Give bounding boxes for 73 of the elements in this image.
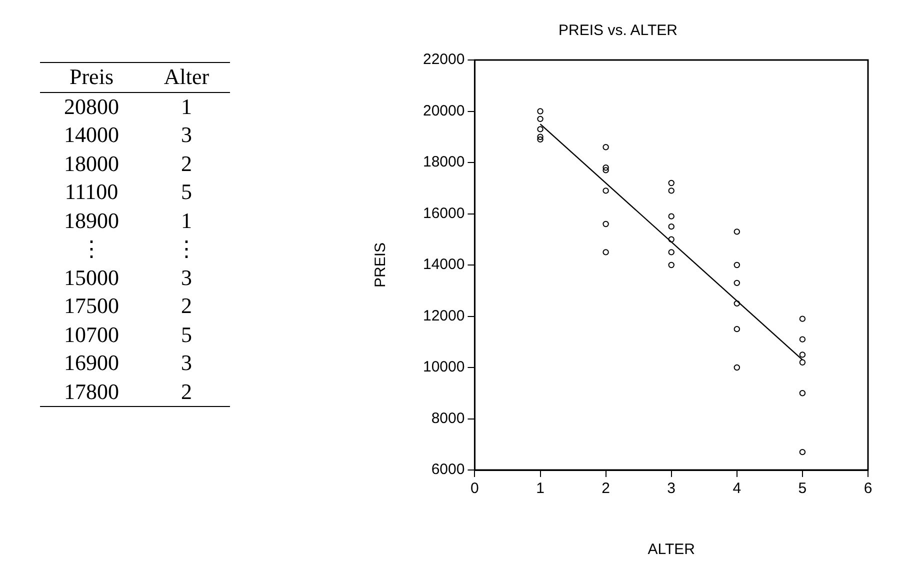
point [734, 364, 740, 371]
point [799, 352, 806, 358]
point [799, 316, 806, 322]
y-tick-label: 12000 [422, 307, 465, 324]
point [668, 180, 674, 186]
point [734, 262, 740, 268]
y-axis-title: PREIS [372, 242, 390, 288]
x-tick-label: 2 [602, 480, 610, 498]
text: 5 [180, 178, 193, 206]
point [602, 249, 609, 256]
point [668, 262, 674, 268]
text: 20800 [63, 92, 120, 120]
point [734, 228, 740, 235]
point [668, 249, 674, 256]
point [537, 126, 544, 132]
text: 2 [180, 150, 193, 178]
y-tick-label: 6000 [431, 461, 465, 478]
x-axis-title: ALTER [648, 541, 696, 558]
point [537, 116, 544, 122]
point [799, 390, 806, 396]
x-tick-label: 5 [798, 480, 807, 498]
y-tick-label: 20000 [422, 102, 465, 120]
y-tick-label: 22000 [422, 51, 465, 68]
point [668, 188, 674, 194]
text: 16900 [63, 349, 120, 377]
text: 3 [180, 264, 193, 292]
text: 2 [180, 378, 193, 406]
text: 11100 [64, 178, 120, 206]
y-tick-label: 10000 [422, 358, 465, 376]
point [799, 359, 806, 366]
text: Alter [162, 63, 210, 91]
x-tick-label: 0 [470, 480, 479, 498]
x-tick-label: 3 [667, 480, 676, 498]
x-tick-label: 6 [864, 480, 872, 498]
point [537, 134, 544, 140]
point [734, 300, 740, 307]
chart-title: PREIS vs. ALTER [558, 22, 678, 40]
text: 3 [180, 121, 193, 149]
text: 15000 [63, 264, 120, 292]
point [734, 280, 740, 286]
point [602, 220, 609, 228]
text: Preis [68, 63, 114, 91]
x-tick-label: 1 [536, 480, 544, 498]
text: 17500 [63, 292, 120, 320]
point [602, 164, 609, 171]
text: 5 [180, 320, 193, 348]
point [537, 136, 544, 143]
text: 17800 [63, 378, 120, 406]
point [602, 188, 609, 194]
text: 10700 [63, 320, 120, 348]
point [668, 236, 674, 242]
text: ⋮ [174, 235, 198, 263]
y-tick-label: 18000 [422, 154, 465, 171]
point [799, 336, 806, 342]
point [602, 144, 609, 150]
text: 14000 [63, 121, 120, 149]
point [537, 108, 544, 114]
y-tick-label: 8000 [431, 410, 465, 427]
text: 1 [180, 206, 193, 234]
point [602, 167, 609, 174]
point [734, 326, 740, 332]
point [799, 448, 806, 456]
point [668, 223, 674, 230]
text: ⋮ [80, 235, 104, 263]
point [668, 213, 674, 220]
text: 3 [180, 349, 193, 377]
x-tick-label: 4 [732, 480, 742, 498]
y-tick-label: 16000 [422, 204, 465, 222]
text: 2 [180, 292, 193, 320]
text: 18900 [63, 206, 120, 234]
text: 18000 [63, 150, 120, 178]
y-tick-label: 14000 [422, 256, 465, 274]
text: 1 [180, 92, 193, 120]
